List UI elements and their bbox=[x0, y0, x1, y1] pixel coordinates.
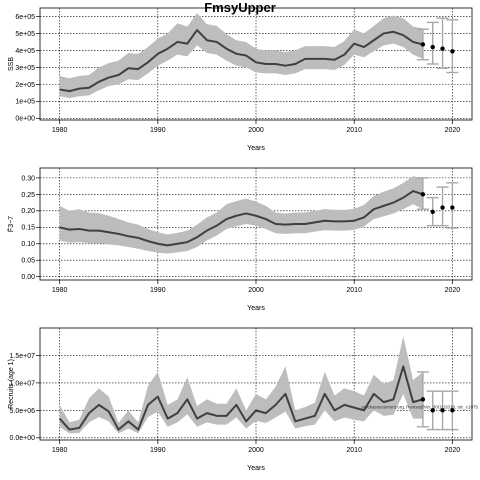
x-tick-label: 1980 bbox=[52, 447, 68, 454]
x-tick-label: 1980 bbox=[52, 127, 68, 134]
y-tick-label: 0.25 bbox=[21, 192, 35, 199]
forecast-point-2017 bbox=[420, 42, 426, 47]
estimate-line bbox=[59, 190, 424, 247]
forecast-point-2017 bbox=[420, 397, 426, 402]
x-tick-label: 2000 bbox=[248, 287, 264, 294]
forecast-point-2018 bbox=[430, 44, 435, 50]
x-tick-label: 2010 bbox=[346, 127, 362, 134]
y-tick-label: 4e+05 bbox=[15, 48, 35, 55]
figure-title: FmsyUpper bbox=[204, 0, 276, 15]
y-tick-label: 0.00 bbox=[21, 274, 35, 281]
x-tick-label: 2020 bbox=[445, 447, 461, 454]
y-tick-label: 5e+05 bbox=[15, 31, 35, 38]
x-tick-label: 1980 bbox=[52, 287, 68, 294]
y-axis-label: F̄3−7 bbox=[7, 216, 15, 232]
forecast-point-2020 bbox=[450, 49, 455, 54]
x-tick-label: 2020 bbox=[445, 287, 461, 294]
x-tick-label: 1990 bbox=[150, 127, 166, 134]
forecast-point-2020 bbox=[450, 205, 455, 210]
y-tick-label: 0.20 bbox=[21, 208, 35, 215]
forecast-point-2018 bbox=[430, 408, 435, 413]
y-tick-label: 2e+05 bbox=[15, 82, 35, 89]
estimate-line bbox=[59, 29, 424, 93]
x-tick-label: 2020 bbox=[445, 127, 461, 134]
y-tick-label: 0.05 bbox=[21, 258, 35, 265]
x-tick-label: 1990 bbox=[150, 287, 166, 294]
x-axis-label: Years bbox=[247, 145, 265, 152]
x-tick-label: 2000 bbox=[248, 127, 264, 134]
y-tick-label: 0e+00 bbox=[15, 116, 35, 123]
confidence-band bbox=[59, 336, 423, 434]
estimate-line bbox=[58, 365, 424, 431]
forecast-point-2019 bbox=[440, 205, 445, 210]
forecast-point-2020 bbox=[450, 408, 455, 413]
watermark-text: stockassessment.org, Revised/Ver, 30/11/… bbox=[362, 405, 479, 410]
y-tick-label: 0.10 bbox=[21, 241, 35, 248]
y-axis-label: Recruits (age 1) bbox=[8, 359, 15, 409]
fishing-mortality-panel: 1980 1990 2000 2010 2020 0.00 0.05 0.10 0.15 0.20… bbox=[7, 167, 473, 312]
forecast-point-2019 bbox=[440, 46, 445, 51]
y-tick-label: 0.0e+00 bbox=[10, 435, 36, 442]
y-tick-label: 3e+05 bbox=[15, 65, 35, 72]
x-axis-label: Years bbox=[247, 305, 265, 312]
y-tick-label: 5.0e+06 bbox=[10, 408, 36, 415]
recruitment-panel: 1980 1990 2000 2010 2020 0.0e+00 5.0e+06 1.0e+0… bbox=[8, 327, 473, 472]
y-tick-label: 1.0e+07 bbox=[10, 380, 36, 387]
y-tick-label: 0.30 bbox=[21, 175, 35, 182]
x-axis-label: Years bbox=[247, 465, 265, 472]
x-tick-label: 2010 bbox=[346, 287, 362, 294]
y-tick-label: 1.5e+07 bbox=[10, 353, 36, 360]
forecast-point-2017 bbox=[420, 192, 426, 197]
x-tick-label: 2000 bbox=[248, 447, 264, 454]
y-tick-label: 0.15 bbox=[21, 225, 35, 232]
y-tick-label: 6e+05 bbox=[15, 14, 35, 21]
y-tick-label: 1e+05 bbox=[15, 99, 35, 106]
y-axis-label: SSB bbox=[8, 57, 15, 71]
ssb-panel: 1980 1990 2000 2010 2020 0e+00 1e+05 2e+05 3e+05… bbox=[8, 7, 473, 152]
x-tick-label: 1990 bbox=[150, 447, 166, 454]
forecast-point-2019 bbox=[440, 408, 445, 413]
x-tick-label: 2010 bbox=[346, 447, 362, 454]
forecast-point-2018 bbox=[430, 209, 435, 215]
